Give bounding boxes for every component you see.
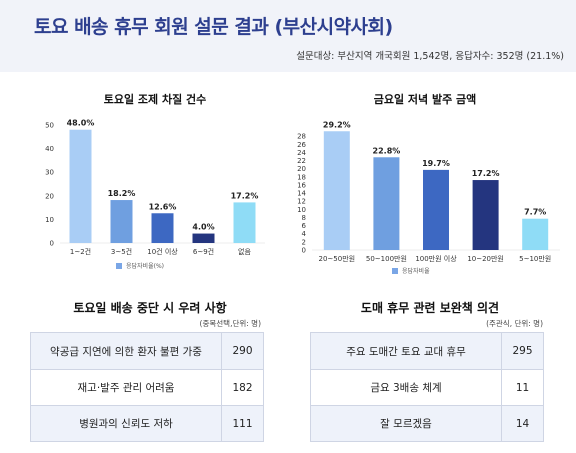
bar <box>472 180 499 250</box>
data-label: 18.2% <box>108 189 136 198</box>
table-cell-value: 11 <box>501 370 543 405</box>
legend-label: 응답자비율 <box>402 267 430 275</box>
header-banner: 토요 배송 휴무 회원 설문 결과 (부산시약사회) 설문대상: 부산지역 개국… <box>0 0 576 72</box>
table-row: 주요 도매간 토요 교대 휴무 295 <box>311 333 543 369</box>
data-label: 7.7% <box>524 208 546 217</box>
data-label: 19.7% <box>422 159 450 168</box>
chart-2-title: 금요일 저녁 발주 금액 <box>373 93 477 106</box>
table-1-note: (중복선택,단위: 명) <box>199 319 261 328</box>
legend-swatch <box>116 263 122 269</box>
y-tick-label: 18 <box>297 173 306 181</box>
x-tick-label: 10건 이상 <box>147 247 178 256</box>
table-row: 잘 모르겠음 14 <box>311 405 543 441</box>
data-label: 4.0% <box>192 223 214 232</box>
legend-swatch <box>392 268 398 274</box>
chart-1-title: 토요일 조제 차질 건수 <box>103 93 207 106</box>
y-tick-label: 40 <box>45 145 54 153</box>
table-cell-label: 주요 도매간 토요 교대 휴무 <box>346 345 466 358</box>
table-cell-value: 14 <box>501 406 543 441</box>
x-tick-label: 20~50만원 <box>319 254 356 263</box>
data-label: 22.8% <box>373 146 401 155</box>
table-2-note: (주관식, 단위: 명) <box>486 319 543 328</box>
y-tick-label: 0 <box>302 247 306 255</box>
y-tick-label: 14 <box>297 190 306 198</box>
y-tick-label: 2 <box>302 238 306 246</box>
bar <box>192 233 215 243</box>
table-row: 약공급 지연에 의한 환자 불편 가중 290 <box>31 333 263 369</box>
table-1: 약공급 지연에 의한 환자 불편 가중 290 재고·발주 관리 어려움 182… <box>30 332 264 442</box>
bar <box>151 213 174 243</box>
bar <box>69 129 92 243</box>
table-cell-label: 약공급 지연에 의한 환자 불편 가중 <box>50 345 202 358</box>
y-tick-label: 10 <box>45 216 54 224</box>
y-tick-label: 10 <box>297 206 306 214</box>
legend-label: 응답자비율(%) <box>126 262 164 270</box>
data-label: 17.2% <box>472 169 500 178</box>
table-cell-value: 295 <box>501 333 543 369</box>
table-row: 재고·발주 관리 어려움 182 <box>31 369 263 405</box>
bar <box>423 169 449 250</box>
x-tick-label: 10~20만원 <box>467 254 504 263</box>
y-tick-label: 8 <box>302 214 306 222</box>
table-2: 주요 도매간 토요 교대 휴무 295 금요 3배송 체계 11 잘 모르겠음 … <box>310 332 544 442</box>
y-tick-label: 20 <box>45 192 54 200</box>
x-tick-label: 1~2건 <box>70 247 91 256</box>
table-cell-label: 잘 모르겠음 <box>380 418 432 430</box>
y-tick-label: 28 <box>297 133 306 141</box>
y-tick-label: 0 <box>50 240 54 248</box>
table-cell-value: 111 <box>221 406 263 441</box>
y-tick-label: 30 <box>45 169 54 177</box>
x-tick-label: 50~100만원 <box>366 254 407 263</box>
bar <box>323 131 350 250</box>
y-tick-label: 6 <box>302 222 307 230</box>
bar <box>522 218 549 250</box>
x-tick-label: 6~9건 <box>193 247 214 256</box>
y-tick-label: 12 <box>297 198 306 206</box>
table-2-title: 도매 휴무 관련 보완책 의견 <box>360 301 500 315</box>
chart-2: 024681012141618202224262829.2%20~50만원22.… <box>297 120 560 275</box>
y-tick-label: 24 <box>297 149 306 157</box>
table-cell-value: 182 <box>221 370 263 405</box>
x-tick-label: 3~5건 <box>111 247 132 256</box>
bar <box>110 200 133 243</box>
table-row: 병원과의 신뢰도 저하 111 <box>31 405 263 441</box>
table-cell-value: 290 <box>221 333 263 369</box>
table-cell-label: 금요 3배송 체계 <box>370 382 442 394</box>
data-label: 48.0% <box>67 119 95 128</box>
table-row: 금요 3배송 체계 11 <box>311 369 543 405</box>
data-label: 17.2% <box>231 191 259 200</box>
y-tick-label: 50 <box>45 122 54 130</box>
bar <box>373 157 400 250</box>
data-label: 29.2% <box>323 120 351 129</box>
y-tick-label: 26 <box>297 141 306 149</box>
table-cell-label: 재고·발주 관리 어려움 <box>77 382 175 394</box>
y-tick-label: 22 <box>297 157 306 165</box>
y-tick-label: 16 <box>297 181 306 189</box>
table-cell-label: 병원과의 신뢰도 저하 <box>79 418 173 430</box>
survey-meta: 설문대상: 부산지역 개국회원 1,542명, 응답자수: 352명 (21.1… <box>296 51 564 62</box>
x-tick-label: 없음 <box>238 248 251 256</box>
y-tick-label: 20 <box>297 165 306 173</box>
table-1-title: 토요일 배송 중단 시 우려 사항 <box>73 301 227 315</box>
x-tick-label: 100만원 이상 <box>415 254 457 263</box>
x-tick-label: 5~10만원 <box>519 254 551 263</box>
y-tick-label: 4 <box>302 230 307 238</box>
page-title: 토요 배송 휴무 회원 설문 결과 (부산시약사회) <box>34 16 393 38</box>
bar <box>233 202 256 243</box>
chart-1: 0 10 20 30 40 50 48.0% 1~2건 18.2% 3~5건 12.6% 10건 이상… <box>45 119 265 270</box>
data-label: 12.6% <box>149 202 177 211</box>
